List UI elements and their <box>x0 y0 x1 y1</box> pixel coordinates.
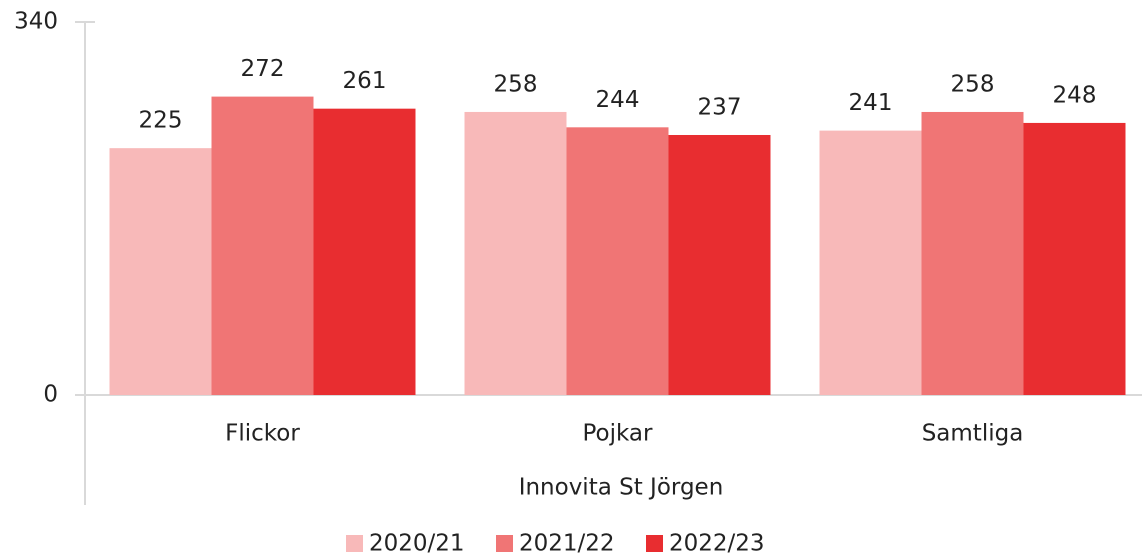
data-label: 225 <box>139 108 183 134</box>
legend-swatch <box>346 535 363 552</box>
bar <box>211 96 314 395</box>
data-label: 241 <box>849 90 893 116</box>
x-tick-label: Pojkar <box>583 421 654 447</box>
bar <box>464 111 567 395</box>
bar <box>109 148 212 395</box>
legend-label: 2022/23 <box>669 531 765 556</box>
data-label: 258 <box>494 71 538 97</box>
bar <box>566 127 669 395</box>
y-tick-label: 0 <box>43 382 58 408</box>
bar <box>819 130 922 395</box>
data-label: 261 <box>343 68 387 94</box>
data-label: 237 <box>698 94 742 120</box>
data-label: 248 <box>1053 82 1097 108</box>
legend-swatch <box>646 535 663 552</box>
bar <box>313 108 416 395</box>
x-axis-label: Innovita St Jörgen <box>519 475 724 501</box>
legend-label: 2021/22 <box>519 531 615 556</box>
data-label: 244 <box>596 87 640 113</box>
x-tick-label: Flickor <box>225 421 300 447</box>
data-label: 272 <box>241 56 285 82</box>
bar <box>668 134 771 395</box>
data-label: 258 <box>951 71 995 97</box>
bar <box>1023 122 1126 395</box>
legend-label: 2020/21 <box>369 531 465 556</box>
x-tick-label: Samtliga <box>922 421 1024 447</box>
y-tick-label: 340 <box>14 9 58 35</box>
bar <box>921 111 1024 395</box>
legend-swatch <box>496 535 513 552</box>
